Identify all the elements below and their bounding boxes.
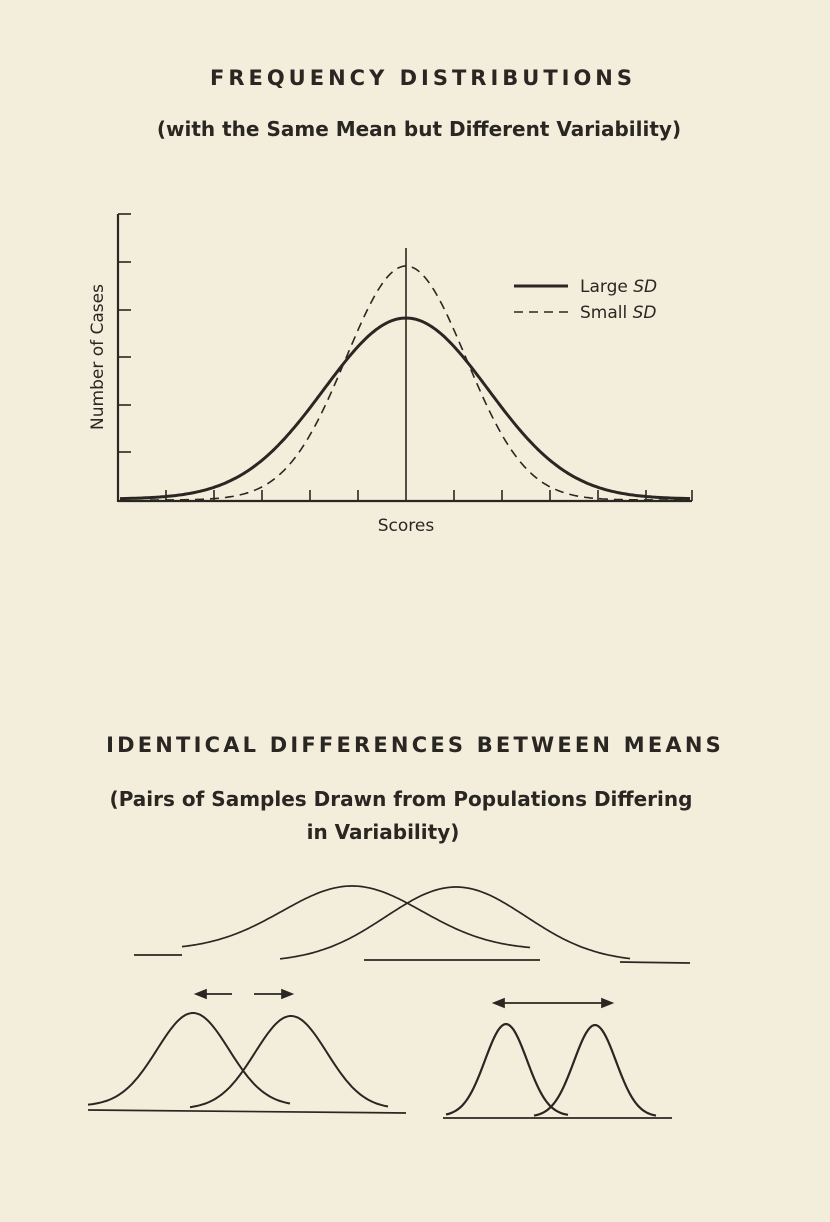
medium-pair-baseline [87, 1109, 407, 1114]
figure2-subtitle: (Pairs of Samples Drawn from Populations… [0, 783, 816, 849]
legend-large-label: Large SD [580, 277, 657, 297]
wide-sample-a-curve [181, 885, 531, 949]
medium-sample-a-curve [87, 1012, 291, 1106]
figure2-plot [87, 885, 691, 1119]
small-sd-curve [150, 265, 690, 501]
wide-sample-b-curve [279, 886, 631, 960]
figure2-subtitle-line1: (Pairs of Samples Drawn from Populations… [109, 787, 693, 811]
y-ticks [118, 213, 131, 453]
narrow-sample-a-curve [445, 1022, 569, 1116]
x-axis-label: Scores [378, 516, 435, 536]
legend-small-label: Small SD [580, 303, 657, 323]
figure1-plot [116, 213, 693, 503]
medium-pair-arrow [193, 988, 295, 1000]
narrow-pair-arrow [491, 997, 615, 1009]
legend [514, 284, 568, 313]
figure2-title: IDENTICAL DIFFERENCES BETWEEN MEANS [106, 733, 724, 757]
y-axis-label: Number of Cases [88, 284, 108, 430]
large-sd-curve [120, 316, 691, 501]
figure1-title: FREQUENCY DISTRIBUTIONS [209, 66, 637, 90]
figure1-subtitle: (with the Same Mean but Different Variab… [156, 117, 682, 141]
wide-pair-baseline [134, 954, 691, 964]
narrow-sample-b-curve [533, 1023, 657, 1117]
medium-sample-b-curve [189, 1015, 389, 1109]
figure2-subtitle-line2: in Variability) [306, 820, 460, 844]
